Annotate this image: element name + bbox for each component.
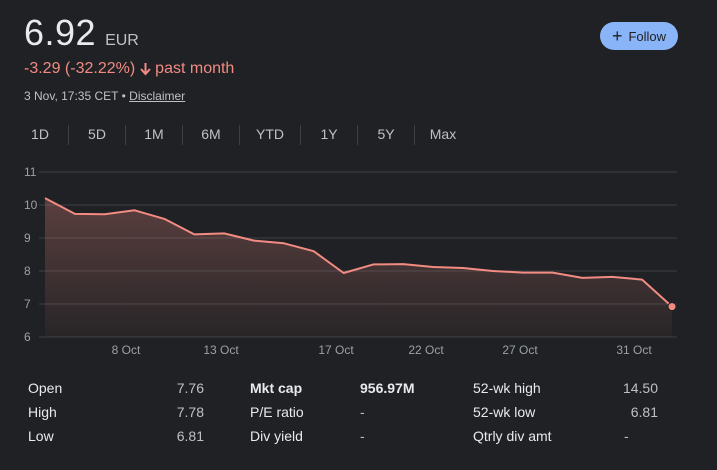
arrow-down-icon [140, 62, 151, 76]
plus-icon: + [611, 26, 623, 46]
current-price: 6.92 [24, 12, 97, 53]
stat-pe-label: P/E ratio [250, 404, 304, 420]
x-tick-label: 27 Oct [502, 343, 538, 357]
tab-5y[interactable]: 5Y [358, 121, 414, 149]
tab-divider [414, 125, 415, 145]
x-tick-label: 22 Oct [408, 343, 444, 357]
stats-table: Open 7.76 Mkt cap 956.97M 52-wk high 14.… [28, 380, 688, 452]
stat-low-label: Low [28, 428, 54, 444]
stat-high-label: High [28, 404, 57, 420]
tab-label: 6M [201, 126, 221, 142]
stat-52wk-high-label: 52-wk high [473, 380, 541, 396]
x-tick-label: 8 Oct [112, 343, 141, 357]
tab-label: 5Y [377, 126, 395, 142]
quote-meta: 3 Nov, 17:35 CET • Disclaimer [24, 89, 185, 103]
follow-button[interactable]: + Follow [600, 22, 678, 50]
tab-ytd[interactable]: YTD [240, 121, 300, 149]
y-tick-label: 8 [24, 264, 31, 278]
tab-1d[interactable]: 1D [12, 121, 68, 149]
tab-divider [239, 125, 240, 145]
currency-label: EUR [105, 32, 139, 49]
tab-label: YTD [256, 126, 284, 142]
stat-mktcap-label: Mkt cap [250, 380, 303, 396]
price-line [44, 197, 673, 308]
tab-divider [68, 125, 69, 145]
tab-divider [300, 125, 301, 145]
price-change: -3.29 (-32.22%) past month [24, 60, 234, 78]
stat-mktcap-value: 956.97M [360, 380, 415, 396]
tab-5d[interactable]: 5D [69, 121, 125, 149]
change-period: past month [155, 60, 235, 77]
stat-qtrly-div-value: - [624, 428, 629, 444]
tab-max[interactable]: Max [415, 121, 471, 149]
y-tick-label: 7 [24, 297, 31, 311]
y-tick-label: 9 [24, 231, 31, 245]
price-header: 6.92 EUR [24, 12, 139, 54]
tab-label: 1M [144, 126, 164, 142]
tab-divider [125, 125, 126, 145]
stat-low-value: 6.81 [176, 428, 204, 444]
y-tick-label: 11 [24, 165, 37, 179]
stat-div-yield-label: Div yield [250, 428, 303, 444]
stat-pe-value: - [360, 404, 365, 420]
stat-div-yield-value: - [360, 428, 365, 444]
tab-label: 5D [88, 126, 106, 142]
stats-row: Low 6.81 Div yield - Qtrly div amt - [28, 428, 688, 452]
follow-label: Follow [628, 28, 667, 44]
stat-high-value: 7.78 [176, 404, 204, 420]
y-tick-label: 10 [24, 198, 38, 212]
x-tick-label: 13 Oct [203, 343, 239, 357]
tab-divider [357, 125, 358, 145]
stat-52wk-low-label: 52-wk low [473, 404, 536, 420]
price-chart[interactable]: 11 10 9 8 7 6 8 Oct 13 Oct 17 Oct 22 Oct 27 Oct 31 … [0, 160, 717, 360]
current-price-dot [667, 302, 677, 312]
stat-52wk-high-value: 14.50 [622, 380, 658, 396]
stats-row: High 7.78 P/E ratio - 52-wk low 6.81 [28, 404, 688, 428]
tab-1m[interactable]: 1M [138, 121, 170, 149]
tab-6m[interactable]: 6M [183, 121, 239, 149]
tab-label: Max [429, 126, 457, 142]
disclaimer-link[interactable]: Disclaimer [129, 89, 186, 103]
y-tick-label: 6 [24, 330, 31, 344]
x-tick-label: 31 Oct [616, 343, 652, 357]
stat-open-label: Open [28, 380, 63, 396]
tab-label: 1Y [320, 126, 338, 142]
x-tick-label: 17 Oct [318, 343, 354, 357]
meta-separator: • [121, 89, 126, 103]
stats-row: Open 7.76 Mkt cap 956.97M 52-wk high 14.… [28, 380, 688, 404]
tab-divider [182, 125, 183, 145]
time-range-tabs: 1D 5D 1M 6M YTD 1Y 5Y Max [12, 121, 471, 149]
quote-timestamp: 3 Nov, 17:35 CET [24, 89, 119, 103]
stat-qtrly-div-label: Qtrly div amt [473, 428, 552, 444]
tab-label: 1D [31, 126, 49, 142]
price-area [45, 198, 672, 337]
stat-open-value: 7.76 [176, 380, 204, 396]
change-amount: -3.29 (-32.22%) [24, 60, 136, 77]
stat-52wk-low-value: 6.81 [630, 404, 658, 420]
tab-1y[interactable]: 1Y [301, 121, 357, 149]
